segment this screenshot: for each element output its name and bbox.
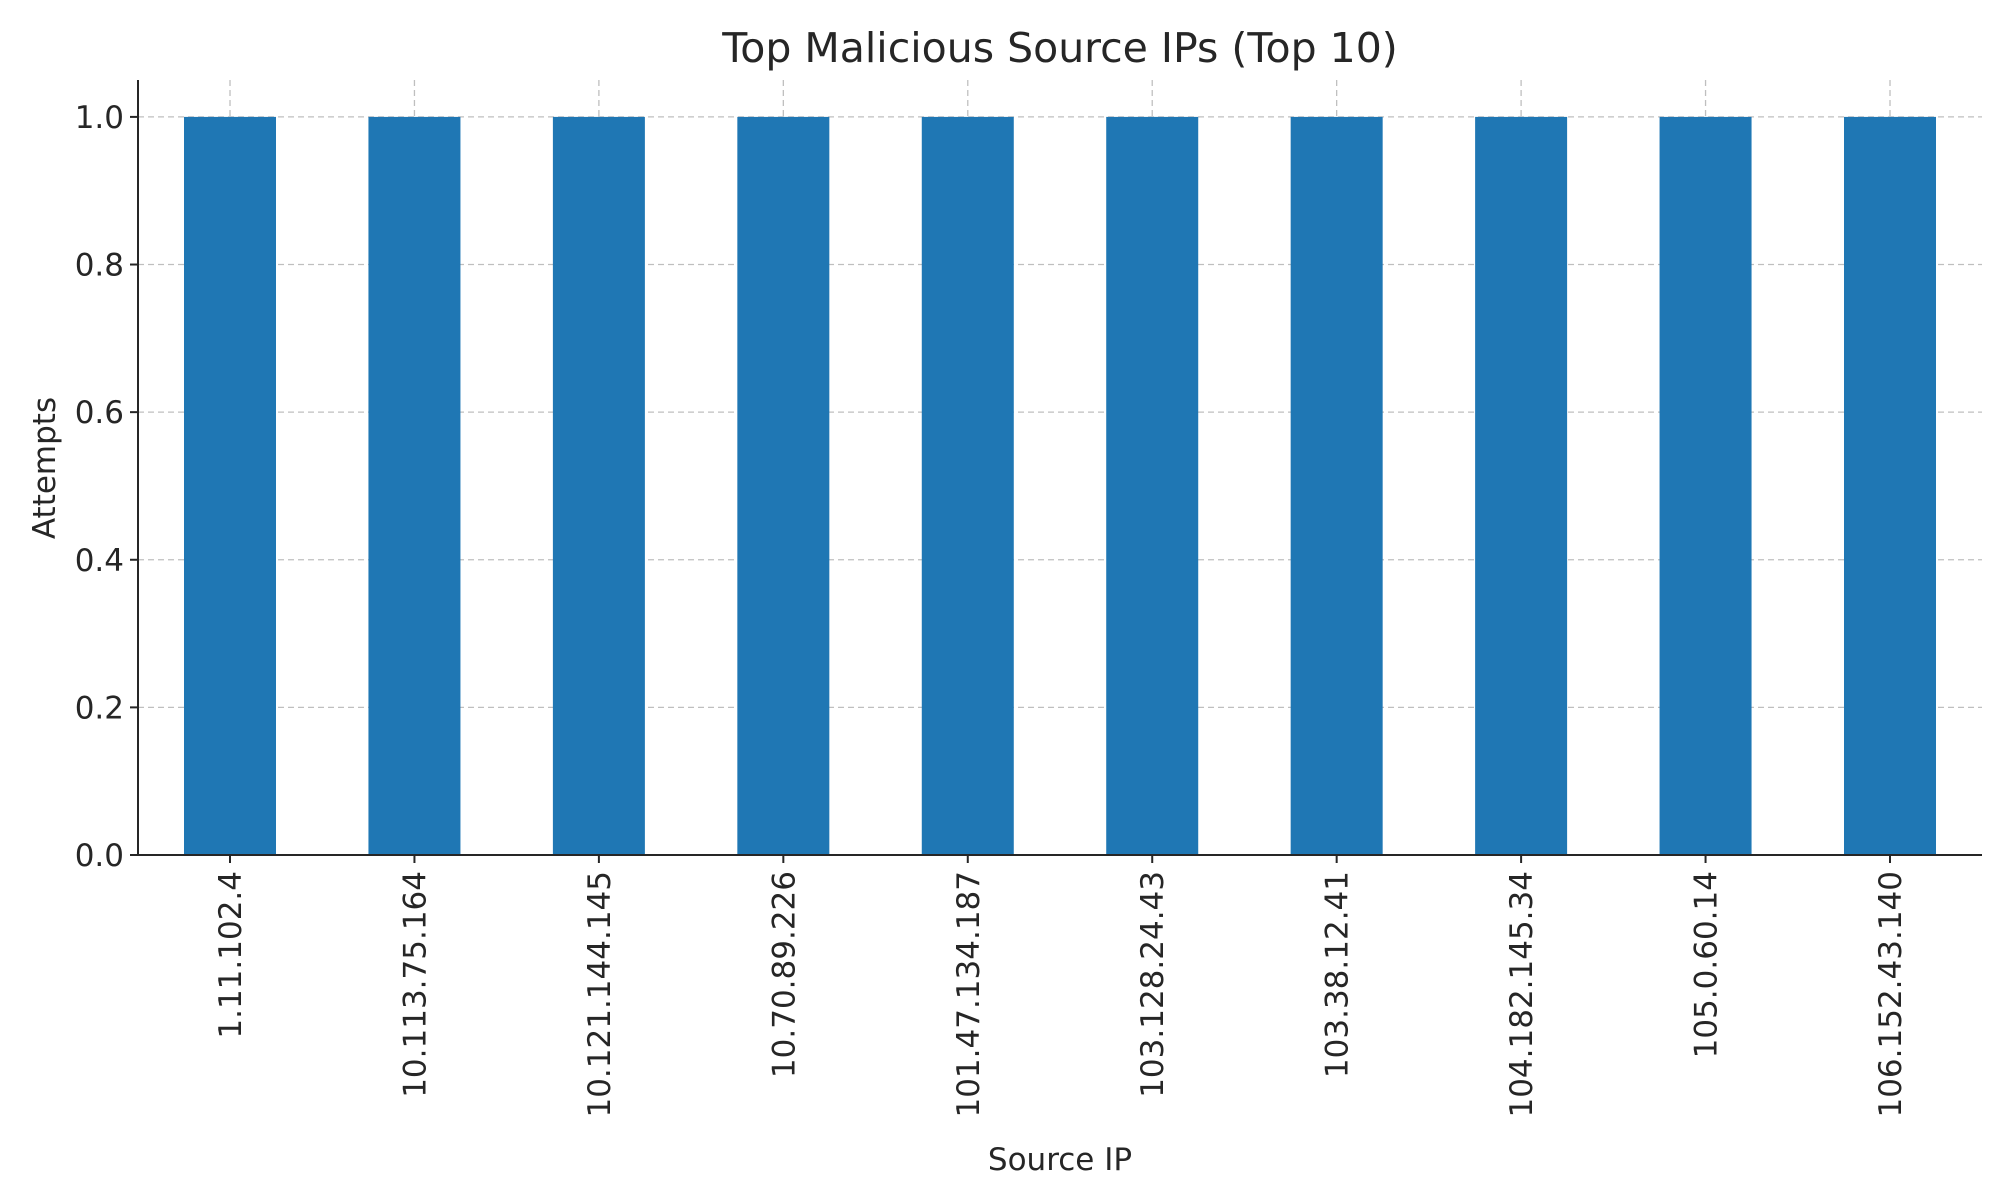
y-axis-label: Attempts bbox=[27, 397, 63, 539]
bar bbox=[552, 116, 645, 855]
y-tick-label: 0.4 bbox=[75, 543, 124, 579]
y-ticks: 0.0 0.2 0.4 0.6 0.8 1.0 bbox=[75, 100, 138, 874]
y-tick-label: 0.2 bbox=[75, 690, 124, 726]
x-tick-label: 10.121.144.145 bbox=[582, 871, 618, 1118]
x-tick-label: 10.70.89.226 bbox=[766, 871, 802, 1078]
x-tick-label: 106.152.43.140 bbox=[1873, 871, 1909, 1118]
bar bbox=[1844, 116, 1936, 855]
x-tick-label: 1.11.102.4 bbox=[213, 871, 249, 1039]
bar bbox=[184, 116, 276, 855]
y-tick-label: 0.8 bbox=[75, 248, 124, 284]
chart-title: Top Malicious Source IPs (Top 10) bbox=[721, 24, 1398, 72]
bar bbox=[1106, 116, 1199, 855]
x-tick-label: 103.128.24.43 bbox=[1135, 871, 1171, 1098]
bar bbox=[737, 116, 830, 855]
x-tick-label: 104.182.145.34 bbox=[1504, 871, 1540, 1118]
bars bbox=[184, 116, 1936, 855]
y-tick-label: 0.6 bbox=[75, 395, 124, 431]
bar bbox=[1290, 116, 1383, 855]
x-tick-label: 103.38.12.41 bbox=[1320, 871, 1356, 1078]
x-tick-label: 105.0.60.14 bbox=[1689, 871, 1725, 1058]
bar bbox=[921, 116, 1014, 855]
y-tick-label: 1.0 bbox=[75, 100, 124, 136]
bar bbox=[1659, 116, 1752, 855]
x-tick-label: 10.113.75.164 bbox=[397, 871, 433, 1098]
x-tick-label: 101.47.134.187 bbox=[951, 871, 987, 1118]
y-tick-label: 0.0 bbox=[75, 838, 124, 874]
axes bbox=[137, 80, 1982, 856]
x-ticks: 1.11.102.4 10.113.75.164 10.121.144.145 10.… bbox=[213, 855, 1909, 1118]
bar bbox=[1475, 116, 1568, 855]
bar bbox=[368, 116, 461, 855]
x-axis-label: Source IP bbox=[988, 1142, 1132, 1178]
